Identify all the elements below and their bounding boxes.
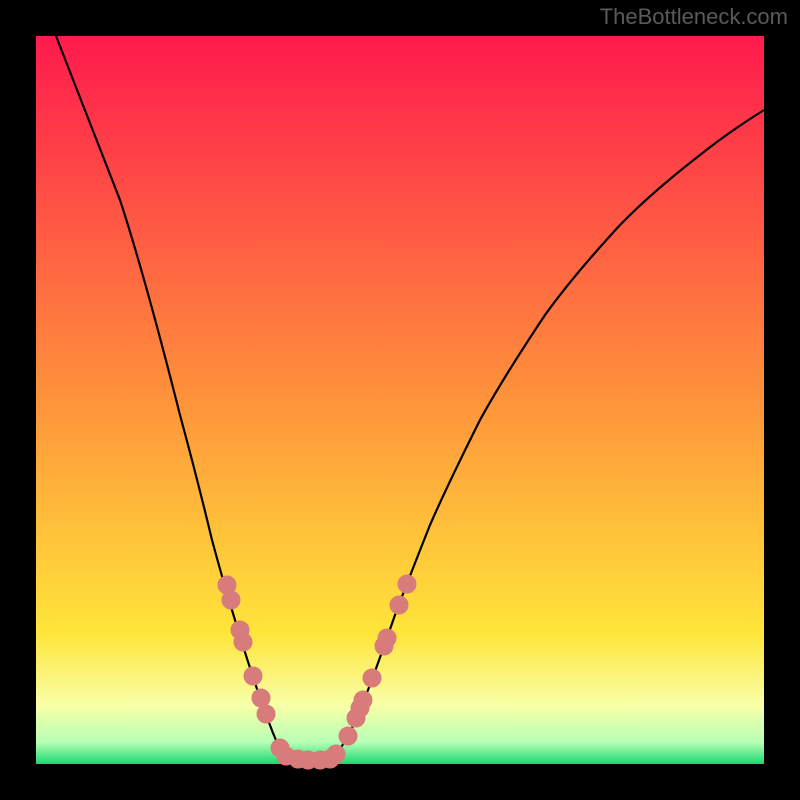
marker-point — [378, 629, 396, 647]
marker-point — [244, 667, 262, 685]
marker-point — [363, 669, 381, 687]
marker-point — [398, 575, 416, 593]
marker-point — [257, 705, 275, 723]
marker-point — [222, 591, 240, 609]
marker-point — [327, 745, 345, 763]
curve-path — [56, 36, 764, 760]
chart-frame: TheBottleneck.com — [0, 0, 800, 800]
marker-point — [354, 691, 372, 709]
marker-point — [390, 596, 408, 614]
marker-point — [252, 689, 270, 707]
watermark-text: TheBottleneck.com — [600, 4, 788, 30]
marker-point — [339, 727, 357, 745]
marker-point — [234, 633, 252, 651]
bottleneck-curve — [0, 0, 800, 800]
